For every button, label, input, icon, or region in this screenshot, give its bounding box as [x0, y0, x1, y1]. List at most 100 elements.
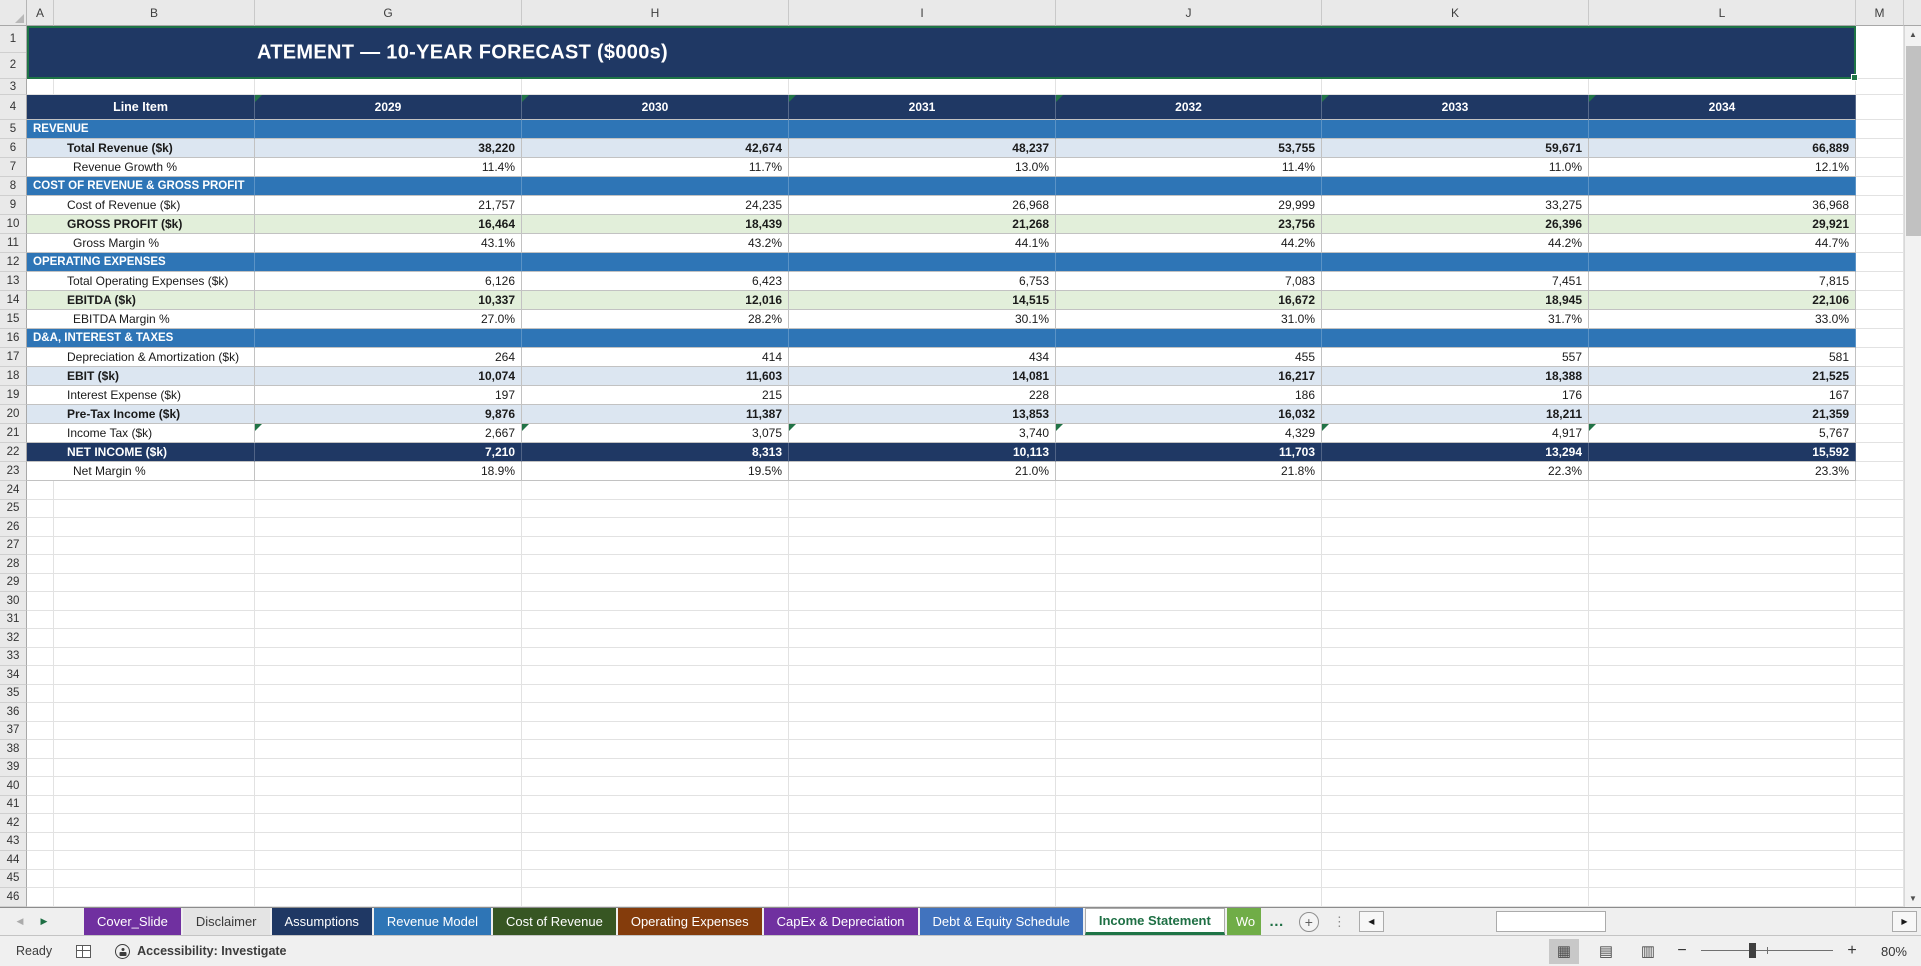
cell[interactable] [1856, 685, 1904, 704]
cell[interactable] [27, 870, 54, 889]
cell[interactable] [1856, 272, 1904, 291]
value-cell[interactable]: 11,703 [1056, 443, 1322, 462]
cell[interactable] [1589, 851, 1856, 870]
column-header-B[interactable]: B [54, 0, 255, 26]
cell[interactable] [1322, 833, 1589, 852]
scroll-left-icon[interactable]: ◀ [1359, 911, 1384, 932]
row-header[interactable]: 26 [0, 518, 27, 537]
cell[interactable] [789, 870, 1056, 889]
cell[interactable] [1322, 759, 1589, 778]
cell[interactable] [1856, 759, 1904, 778]
sheet-tab-operating-expenses[interactable]: Operating Expenses [618, 908, 762, 935]
value-cell[interactable]: 22.3% [1322, 462, 1589, 481]
value-cell[interactable]: 215 [522, 386, 789, 405]
cell[interactable] [789, 79, 1056, 95]
cell[interactable] [27, 592, 54, 611]
row-label-cell[interactable]: Gross Margin % [27, 234, 255, 253]
row-header[interactable]: 9 [0, 196, 27, 215]
value-cell[interactable]: 30.1% [789, 310, 1056, 329]
value-cell[interactable]: 16,032 [1056, 405, 1322, 424]
cell[interactable] [54, 777, 255, 796]
row-header[interactable]: 19 [0, 386, 27, 405]
value-cell[interactable] [1589, 329, 1856, 348]
cell[interactable] [789, 629, 1056, 648]
row-header[interactable]: 8 [0, 177, 27, 196]
value-cell[interactable]: 9,876 [255, 405, 522, 424]
value-cell[interactable]: 6,423 [522, 272, 789, 291]
cell[interactable] [27, 666, 54, 685]
row-header[interactable]: 12 [0, 253, 27, 272]
value-cell[interactable]: 59,671 [1322, 139, 1589, 158]
cell[interactable] [1322, 518, 1589, 537]
row-label-cell[interactable]: Revenue Growth % [27, 158, 255, 177]
selection-fill-handle[interactable] [1851, 74, 1858, 81]
new-sheet-button[interactable]: + [1299, 912, 1319, 932]
cell[interactable] [522, 851, 789, 870]
cell[interactable] [54, 481, 255, 500]
row-header[interactable]: 7 [0, 158, 27, 177]
sheet-tab-cover-slide[interactable]: Cover_Slide [84, 908, 181, 935]
row-header[interactable]: 4 [0, 95, 27, 120]
value-cell[interactable]: 26,396 [1322, 215, 1589, 234]
value-cell[interactable]: 10,074 [255, 367, 522, 386]
value-cell[interactable] [789, 120, 1056, 139]
cell[interactable] [54, 833, 255, 852]
value-cell[interactable]: 21,359 [1589, 405, 1856, 424]
value-cell[interactable]: 167 [1589, 386, 1856, 405]
cell[interactable] [789, 666, 1056, 685]
value-cell[interactable]: 13,853 [789, 405, 1056, 424]
cell[interactable] [27, 537, 54, 556]
cell[interactable] [1322, 537, 1589, 556]
value-cell[interactable]: 6,126 [255, 272, 522, 291]
value-cell[interactable] [789, 177, 1056, 196]
value-cell[interactable]: 44.2% [1322, 234, 1589, 253]
cell[interactable] [789, 796, 1056, 815]
cell[interactable] [1856, 26, 1904, 79]
column-header-H[interactable]: H [522, 0, 789, 26]
row-header[interactable]: 21 [0, 424, 27, 443]
normal-view-button[interactable]: ▦ [1549, 939, 1579, 964]
value-cell[interactable]: 21.8% [1056, 462, 1322, 481]
cell[interactable] [27, 500, 54, 519]
value-cell[interactable]: 53,755 [1056, 139, 1322, 158]
row-header[interactable]: 33 [0, 648, 27, 667]
year-header-cell[interactable]: 2029 [255, 95, 522, 120]
year-header-cell[interactable]: 2033 [1322, 95, 1589, 120]
cell[interactable] [1056, 574, 1322, 593]
cell[interactable] [1322, 740, 1589, 759]
cell[interactable] [54, 592, 255, 611]
row-header[interactable]: 18 [0, 367, 27, 386]
cell[interactable] [522, 611, 789, 630]
cell[interactable] [255, 518, 522, 537]
cell[interactable] [54, 796, 255, 815]
cell[interactable] [789, 740, 1056, 759]
cell[interactable] [522, 574, 789, 593]
value-cell[interactable]: 8,313 [522, 443, 789, 462]
cell[interactable] [1856, 666, 1904, 685]
cell[interactable] [789, 888, 1056, 907]
cell[interactable] [1056, 629, 1322, 648]
value-cell[interactable]: 4,329 [1056, 424, 1322, 443]
vertical-scroll-thumb[interactable] [1906, 46, 1921, 236]
value-cell[interactable]: 42,674 [522, 139, 789, 158]
cell[interactable] [54, 685, 255, 704]
cell[interactable] [789, 722, 1056, 741]
cell[interactable] [1856, 814, 1904, 833]
cell[interactable] [1056, 796, 1322, 815]
zoom-out-button[interactable]: − [1675, 942, 1689, 960]
value-cell[interactable]: 4,917 [1322, 424, 1589, 443]
cell[interactable] [1056, 518, 1322, 537]
cell[interactable] [789, 648, 1056, 667]
value-cell[interactable]: 15,592 [1589, 443, 1856, 462]
value-cell[interactable]: 414 [522, 348, 789, 367]
cell[interactable] [1589, 555, 1856, 574]
cell[interactable] [27, 814, 54, 833]
value-cell[interactable]: 7,451 [1322, 272, 1589, 291]
cell[interactable] [789, 555, 1056, 574]
cell[interactable] [255, 79, 522, 95]
cell[interactable] [1856, 177, 1904, 196]
value-cell[interactable]: 21,525 [1589, 367, 1856, 386]
value-cell[interactable]: 3,740 [789, 424, 1056, 443]
macro-record-icon[interactable] [76, 945, 91, 958]
value-cell[interactable]: 43.2% [522, 234, 789, 253]
